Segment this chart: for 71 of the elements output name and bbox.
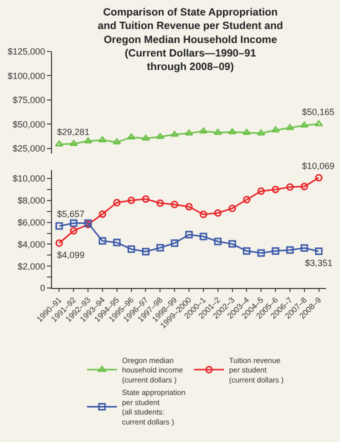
point — [128, 196, 136, 204]
point — [142, 248, 150, 256]
point — [128, 245, 136, 253]
point — [315, 248, 323, 256]
point — [286, 124, 294, 130]
y-tick-label: $6,000 — [18, 217, 46, 228]
y-tick-label: $100,000 — [8, 70, 46, 81]
point — [142, 195, 150, 203]
point — [256, 129, 266, 136]
point — [185, 202, 193, 210]
point — [228, 204, 236, 212]
point — [214, 209, 222, 217]
annotation: $29,281 — [57, 127, 90, 137]
y-tick-label: $8,000 — [18, 196, 46, 206]
point — [300, 244, 308, 252]
y-tick-label: $75,000 — [12, 95, 46, 106]
point — [170, 130, 179, 137]
point — [127, 134, 136, 140]
point — [286, 246, 294, 254]
point — [55, 222, 63, 230]
point — [228, 128, 236, 134]
y-tick-label: 0 — [40, 283, 46, 294]
point — [184, 129, 194, 136]
annotation: $3,351 — [305, 258, 333, 268]
point — [271, 126, 280, 132]
point — [200, 210, 208, 218]
point — [185, 230, 193, 238]
annotation: $5,657 — [57, 209, 85, 219]
point — [300, 122, 309, 128]
point — [142, 134, 150, 141]
point — [98, 136, 107, 142]
point — [314, 120, 323, 126]
point — [113, 198, 121, 206]
point — [242, 196, 250, 204]
point — [84, 137, 92, 144]
annotation: $4,099 — [57, 250, 85, 260]
point — [315, 174, 323, 182]
annotation: $10,069 — [302, 161, 335, 171]
point — [112, 138, 122, 144]
point — [156, 133, 164, 140]
point — [156, 199, 164, 207]
point — [214, 238, 222, 246]
y-tick-label: $125,000 — [8, 46, 46, 57]
y-tick-label: $10,000 — [12, 174, 46, 184]
point — [228, 240, 236, 248]
point — [98, 210, 106, 218]
point — [70, 219, 78, 227]
point — [55, 140, 64, 147]
point — [272, 186, 280, 194]
point — [98, 237, 106, 245]
annotation: $50,165 — [302, 107, 335, 117]
y-tick-label: $50,000 — [12, 119, 46, 130]
y-tick-label: $4,000 — [18, 239, 46, 250]
point — [170, 239, 178, 247]
point — [257, 187, 265, 195]
point — [286, 183, 294, 191]
point — [113, 238, 121, 246]
point — [200, 232, 208, 240]
y-tick-label: $2,000 — [18, 261, 46, 272]
point — [242, 128, 251, 135]
point — [242, 247, 250, 255]
point — [156, 244, 164, 252]
point — [170, 200, 178, 208]
point — [70, 227, 78, 235]
point — [272, 247, 280, 255]
point — [257, 249, 265, 257]
y-tick-label: $25,000 — [12, 144, 46, 154]
chart-title: Comparison of State Appropriation and Tuition Revenue per Student and Oregon Median Household Income (Current Dollars—1990–91 through 2008–09) — [98, 6, 284, 74]
point — [55, 239, 63, 247]
point — [214, 128, 222, 135]
point — [300, 182, 308, 190]
